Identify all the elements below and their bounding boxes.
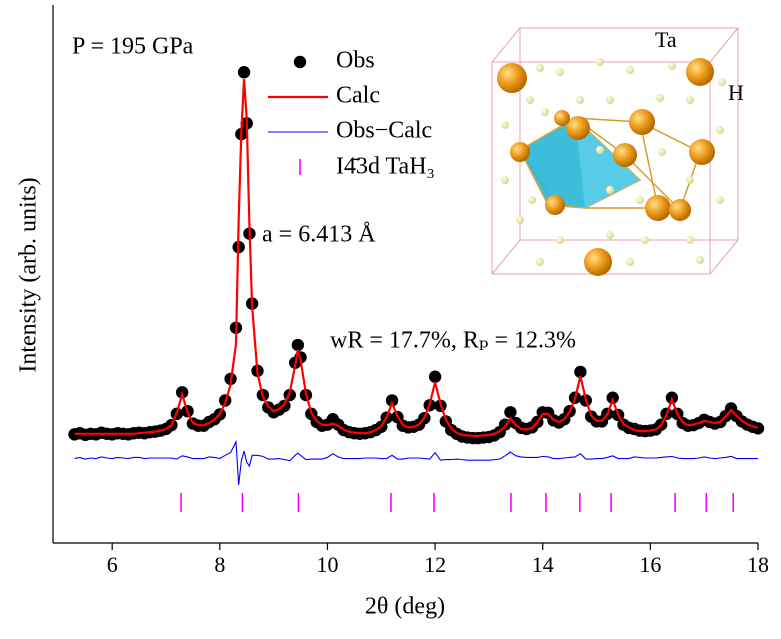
annotation: wR = 17.7%, Rₚ = 12.3% — [330, 328, 576, 354]
calc-line — [74, 79, 759, 438]
legend-label: Calc — [336, 83, 380, 109]
x-tick-label: 6 — [107, 552, 118, 577]
obs-point — [504, 406, 517, 419]
plot-lines — [74, 439, 758, 512]
annotation: H — [728, 80, 744, 105]
annotation: P = 195 GPa — [72, 34, 194, 60]
annotation: a = 6.413 Å — [262, 222, 376, 248]
x-axis-label: 2θ (deg) — [365, 594, 445, 620]
annotation: Ta — [655, 27, 677, 52]
obs-point — [751, 422, 765, 435]
x-tick-label: 8 — [214, 552, 225, 577]
legend-label: Obs — [336, 48, 375, 74]
x-tick-label: 10 — [316, 552, 338, 577]
legend-label: Obs−Calc — [336, 118, 432, 144]
x-tick-label: 14 — [532, 552, 554, 577]
obs-point — [278, 399, 291, 413]
x-tick-label: 12 — [424, 552, 446, 577]
y-axis-label: Intensity (arb. units) — [16, 177, 42, 372]
obs-point — [574, 365, 587, 379]
legend-label: I4̄3d TaH₃ — [336, 154, 435, 180]
obs-point — [237, 66, 251, 79]
x-tick-label: 18 — [747, 552, 769, 577]
obs-point — [291, 338, 305, 352]
crystal-structure — [491, 27, 739, 276]
x-tick-label: 16 — [639, 552, 661, 577]
legend-swatch — [293, 55, 307, 69]
difference-line — [74, 439, 758, 485]
obs-point — [428, 370, 442, 383]
